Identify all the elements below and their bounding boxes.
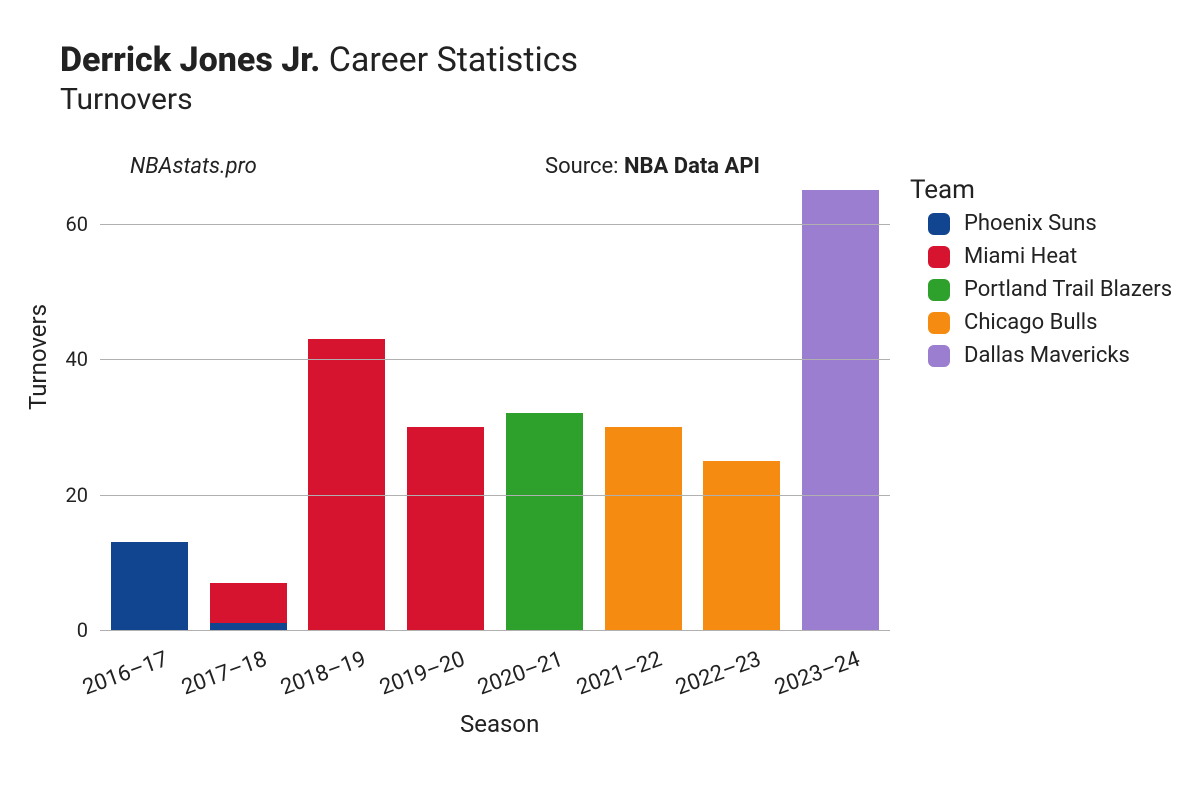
legend-item: Chicago Bulls <box>910 310 1172 335</box>
bar-segment <box>407 427 484 630</box>
grid-line <box>100 630 890 631</box>
bar-slot: 2020–21 <box>506 190 583 630</box>
bar-slot: 2016–17 <box>111 190 188 630</box>
bar-slot: 2021–22 <box>605 190 682 630</box>
bar-slot: 2017–18 <box>210 190 287 630</box>
chart-title: Derrick Jones Jr. Career Statistics <box>60 40 578 80</box>
bar-segment <box>605 427 682 630</box>
bar-slot: 2019–20 <box>407 190 484 630</box>
chart-root: Derrick Jones Jr. Career Statistics Turn… <box>0 0 1200 800</box>
legend-label: Phoenix Suns <box>964 211 1097 236</box>
bar-segment <box>210 623 287 630</box>
bar-segment <box>703 461 780 630</box>
legend-label: Dallas Mavericks <box>964 343 1130 368</box>
y-tick-label: 40 <box>48 347 88 371</box>
y-tick-label: 0 <box>48 618 88 642</box>
x-tick-label: 2018–19 <box>267 647 370 705</box>
source-attribution: Source: NBA Data API <box>545 154 760 179</box>
legend-item: Portland Trail Blazers <box>910 277 1172 302</box>
x-tick-label: 2016–17 <box>69 647 172 705</box>
x-axis-title: Season <box>460 710 539 738</box>
legend-item: Dallas Mavericks <box>910 343 1172 368</box>
legend-label: Portland Trail Blazers <box>964 277 1172 302</box>
legend-label: Miami Heat <box>964 244 1077 269</box>
x-tick-label: 2017–18 <box>168 647 271 705</box>
bar-slot: 2018–19 <box>308 190 385 630</box>
grid-line <box>100 224 890 225</box>
bar-segment <box>210 583 287 624</box>
bar-slot: 2023–24 <box>802 190 879 630</box>
title-suffix: Career Statistics <box>329 40 578 80</box>
x-tick-label: 2022–23 <box>662 647 765 705</box>
bar-segment <box>506 413 583 630</box>
grid-line <box>100 359 890 360</box>
grid-line <box>100 495 890 496</box>
title-block: Derrick Jones Jr. Career Statistics Turn… <box>60 40 578 117</box>
plot-area: 2016–17 2017–18 2018–19 2019–20 2020–21 2021–… <box>100 190 890 630</box>
legend-title: Team <box>910 175 1172 205</box>
source-prefix: Source: <box>545 154 624 179</box>
bars-container: 2016–17 2017–18 2018–19 2019–20 2020–21 2021–… <box>100 190 890 630</box>
legend-item: Miami Heat <box>910 244 1172 269</box>
y-tick-label: 20 <box>48 483 88 507</box>
bar-slot: 2022–23 <box>703 190 780 630</box>
source-name: NBA Data API <box>624 154 760 179</box>
bar-segment <box>111 542 188 630</box>
bar-segment <box>802 190 879 630</box>
bar-segment <box>308 339 385 630</box>
player-name: Derrick Jones Jr. <box>60 40 320 80</box>
x-tick-label: 2023–24 <box>760 647 863 705</box>
legend-swatch <box>928 246 950 268</box>
y-tick-label: 60 <box>48 212 88 236</box>
watermark: NBAstats.pro <box>130 154 257 179</box>
x-tick-label: 2019–20 <box>365 647 468 705</box>
legend: Team Phoenix Suns Miami Heat Portland Trai… <box>910 175 1172 376</box>
legend-label: Chicago Bulls <box>964 310 1098 335</box>
chart-subtitle: Turnovers <box>60 82 578 117</box>
legend-item: Phoenix Suns <box>910 211 1172 236</box>
x-tick-label: 2020–21 <box>464 647 567 705</box>
legend-swatch <box>928 213 950 235</box>
legend-swatch <box>928 312 950 334</box>
x-tick-label: 2021–22 <box>563 647 666 705</box>
legend-swatch <box>928 279 950 301</box>
legend-swatch <box>928 345 950 367</box>
